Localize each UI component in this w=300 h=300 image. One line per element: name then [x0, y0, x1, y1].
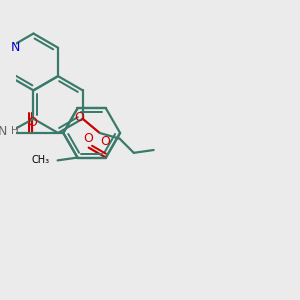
Text: N: N: [0, 124, 7, 138]
Text: H: H: [11, 126, 19, 136]
Text: O: O: [84, 132, 94, 145]
Text: CH₃: CH₃: [32, 155, 50, 165]
Text: N: N: [11, 41, 20, 54]
Text: O: O: [74, 111, 84, 124]
Text: O: O: [27, 116, 37, 129]
Text: O: O: [100, 135, 110, 148]
